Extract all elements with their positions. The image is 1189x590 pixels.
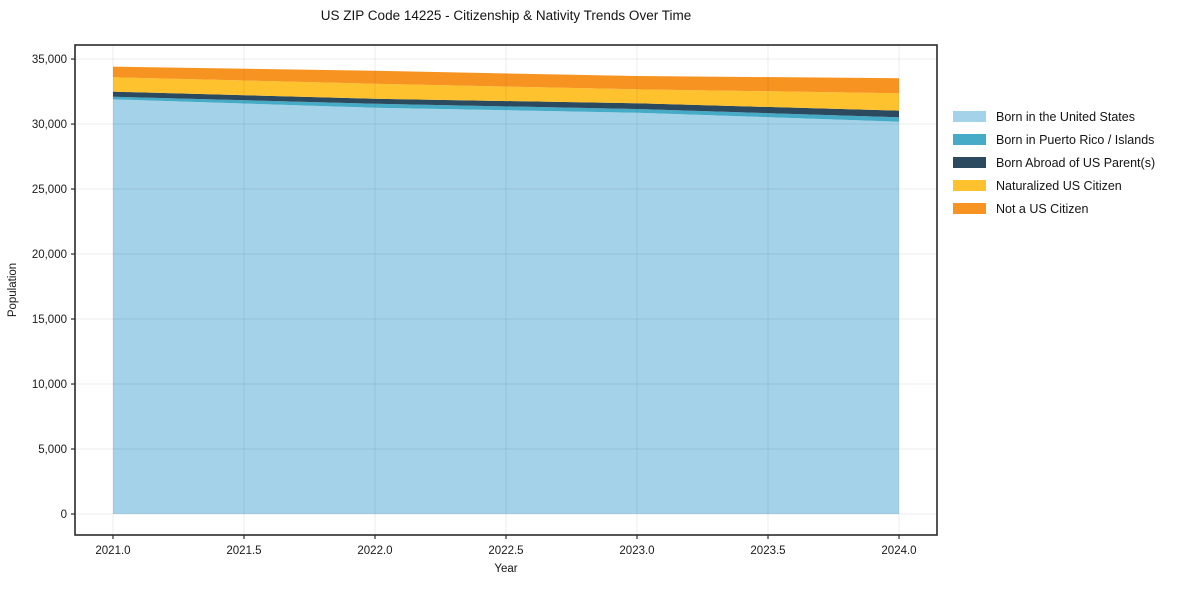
legend-item-born-abroad: Born Abroad of US Parent(s) xyxy=(953,151,1155,174)
legend-swatch-naturalized xyxy=(953,180,986,191)
area-not-a-us-citizen xyxy=(112,66,900,94)
legend-item-naturalized: Naturalized US Citizen xyxy=(953,174,1155,197)
legend-label-born-pr-islands: Born in Puerto Rico / Islands xyxy=(996,132,1155,147)
chart-title: US ZIP Code 14225 - Citizenship & Nativi… xyxy=(320,8,692,23)
y-tick-label: 35,000 xyxy=(32,54,67,66)
x-tick-label: 2024.0 xyxy=(881,545,916,557)
legend-item-born-pr-islands: Born in Puerto Rico / Islands xyxy=(953,128,1155,151)
legend-swatch-born-abroad xyxy=(953,157,986,168)
legend-swatch-born-us xyxy=(953,111,986,122)
y-tick-label: 5,000 xyxy=(38,444,67,456)
area-born-in-puerto-rico-islands xyxy=(112,96,900,122)
legend-item-not-citizen: Not a US Citizen xyxy=(953,197,1155,220)
y-tick-label: 30,000 xyxy=(32,119,67,131)
y-tick-label: 10,000 xyxy=(32,379,67,391)
legend: Born in the United States Born in Puerto… xyxy=(953,105,1155,220)
y-tick-label: 20,000 xyxy=(32,249,67,261)
legend-label-naturalized: Naturalized US Citizen xyxy=(996,178,1122,193)
legend-label-born-abroad: Born Abroad of US Parent(s) xyxy=(996,155,1156,170)
y-tick-label: 25,000 xyxy=(32,184,67,196)
y-tick-label: 15,000 xyxy=(32,314,67,326)
legend-label-not-citizen: Not a US Citizen xyxy=(996,201,1089,216)
y-axis-label: Population xyxy=(7,262,19,318)
legend-swatch-not-citizen xyxy=(953,203,986,214)
x-tick-label: 2023.5 xyxy=(750,545,785,557)
x-tick-label: 2023.0 xyxy=(619,545,654,557)
area-born-abroad-of-us-parent-s xyxy=(112,91,900,118)
legend-swatch-born-pr-islands xyxy=(953,134,986,145)
x-tick-label: 2021.0 xyxy=(95,545,130,557)
y-tick-label: 0 xyxy=(61,509,67,521)
area-born-in-the-united-states xyxy=(112,99,900,515)
area-naturalized-us-citizen xyxy=(112,77,900,111)
x-tick-label: 2022.0 xyxy=(357,545,392,557)
x-axis-label: Year xyxy=(494,563,518,575)
x-tick-label: 2021.5 xyxy=(226,545,261,557)
x-tick-label: 2022.5 xyxy=(488,545,523,557)
legend-item-born-us: Born in the United States xyxy=(953,105,1155,128)
legend-label-born-us: Born in the United States xyxy=(996,109,1135,124)
